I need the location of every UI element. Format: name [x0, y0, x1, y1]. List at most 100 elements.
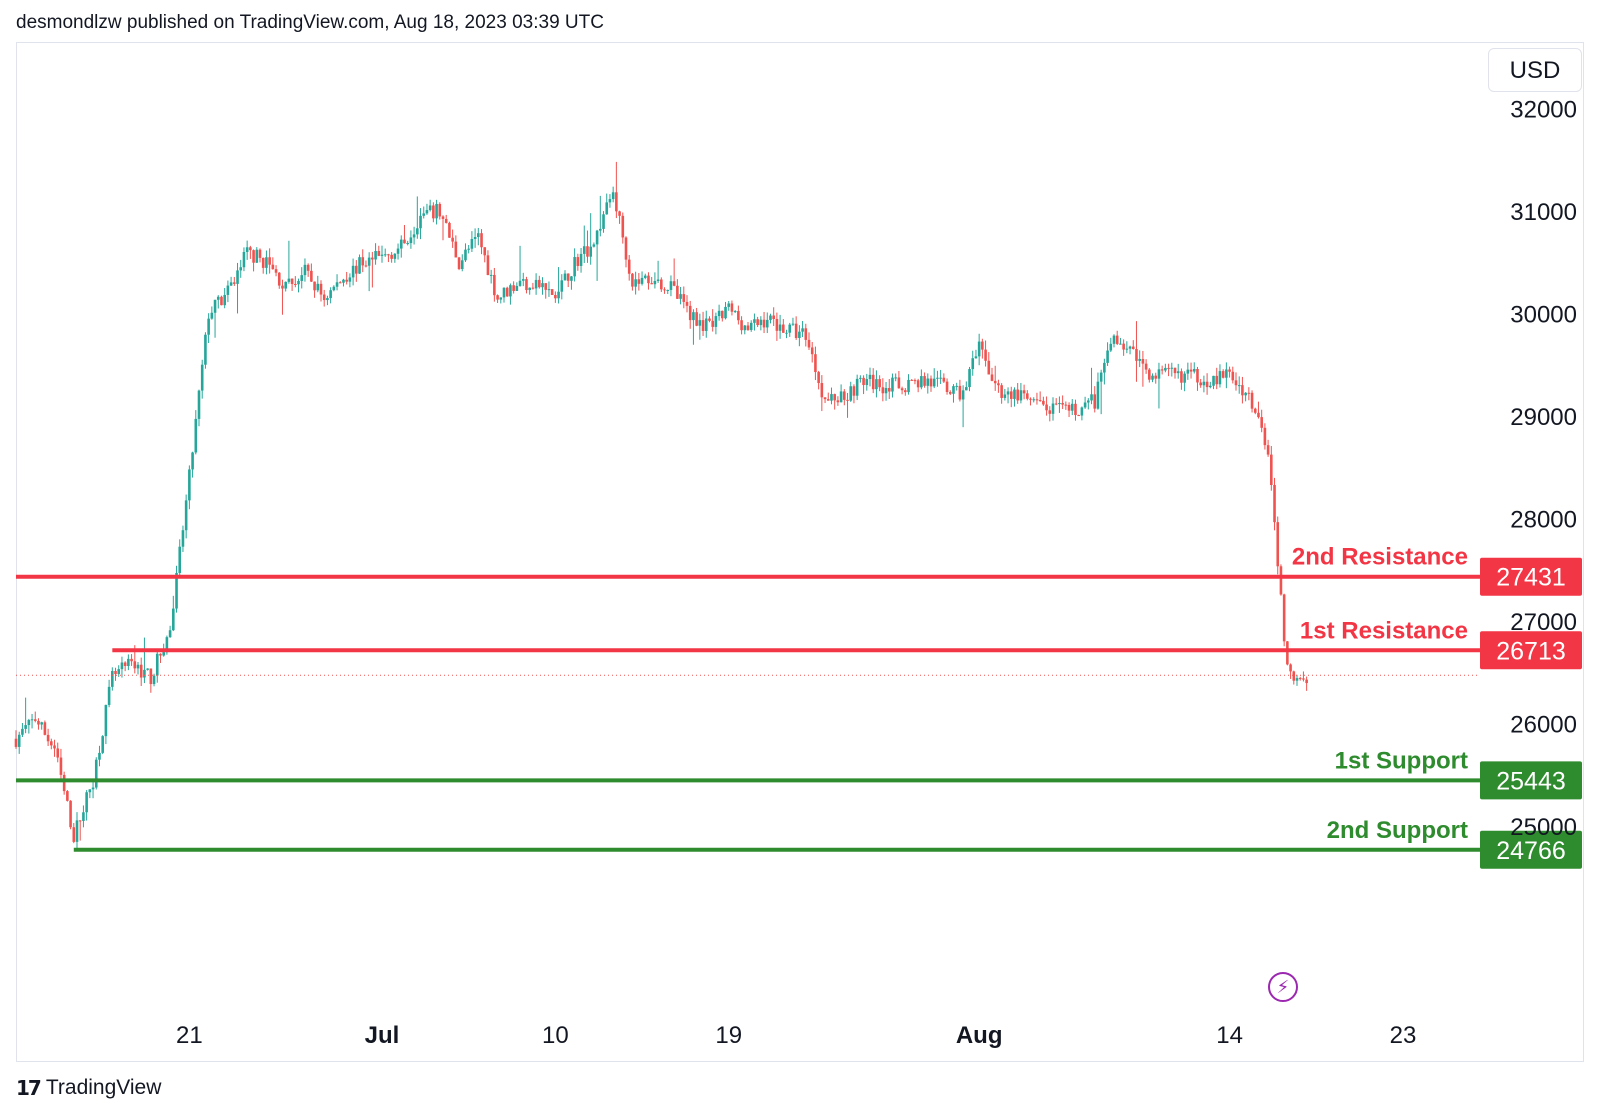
candle	[727, 301, 731, 311]
candle	[1032, 397, 1036, 403]
candle	[1157, 362, 1161, 409]
candle	[881, 378, 885, 402]
candle	[419, 208, 422, 240]
candle	[1054, 398, 1058, 406]
candle	[223, 288, 226, 309]
level-label: 2nd Resistance	[1292, 544, 1468, 571]
candle	[730, 300, 734, 316]
candle	[939, 369, 942, 385]
candle	[252, 249, 255, 272]
candle	[184, 494, 188, 539]
candle	[393, 253, 397, 263]
candle	[987, 352, 991, 375]
candle	[849, 381, 853, 402]
candle	[958, 379, 962, 402]
candles-layer	[14, 161, 1308, 851]
candle	[136, 662, 140, 675]
candle	[88, 789, 92, 799]
candle	[467, 244, 470, 254]
y-tick-label: 25000	[1510, 814, 1577, 841]
candle	[310, 263, 313, 283]
candle	[213, 299, 217, 338]
candle	[807, 332, 811, 350]
candle	[178, 539, 182, 579]
candle	[708, 316, 711, 323]
candle	[1189, 362, 1193, 379]
candle	[685, 295, 689, 313]
candle	[281, 279, 284, 315]
candle	[1042, 396, 1045, 406]
candle	[24, 697, 27, 734]
candle	[743, 325, 747, 335]
candle	[146, 668, 149, 671]
candle	[582, 225, 586, 263]
candle	[130, 654, 133, 666]
candle	[1228, 366, 1231, 378]
candle	[1209, 381, 1212, 389]
candle	[955, 382, 958, 391]
publisher-line: desmondlzw published on TradingView.com,…	[16, 12, 604, 33]
candle	[1045, 396, 1048, 416]
level-price-value: 27431	[1496, 564, 1566, 592]
candle	[862, 375, 865, 395]
candle	[920, 369, 923, 390]
candle	[887, 379, 891, 400]
candle	[1237, 376, 1241, 394]
candle	[602, 211, 605, 233]
candle	[43, 720, 47, 736]
level-price-value: 25443	[1496, 767, 1566, 795]
candle	[1141, 350, 1145, 387]
candle	[226, 280, 230, 303]
support-level-4: 2nd Support 24766	[73, 817, 1582, 869]
candle	[971, 350, 975, 376]
candle	[1263, 423, 1267, 450]
candle	[676, 279, 679, 299]
candle	[1253, 407, 1257, 415]
candle	[1115, 330, 1119, 346]
candle	[1231, 366, 1235, 384]
candle	[432, 202, 435, 223]
candle	[897, 370, 901, 389]
candle	[923, 372, 926, 388]
candle	[258, 248, 262, 263]
candle	[470, 231, 474, 253]
candle	[711, 309, 714, 332]
candle	[913, 378, 917, 385]
resistance-level-1: 2nd Resistance 27431	[16, 544, 1582, 596]
candle	[1048, 406, 1052, 422]
x-tick-label: 21	[176, 1022, 203, 1049]
candle	[101, 735, 104, 755]
bolt-icon[interactable]: ⚡	[1268, 972, 1298, 1002]
candle	[1026, 390, 1029, 401]
y-tick-label: 30000	[1510, 302, 1577, 329]
candle	[634, 271, 637, 295]
candle	[127, 654, 130, 671]
candle	[1212, 375, 1215, 390]
candle	[1199, 378, 1202, 388]
candle	[416, 196, 419, 239]
candle	[695, 307, 698, 327]
candle	[435, 199, 438, 225]
candle	[823, 397, 827, 404]
candle	[1058, 396, 1061, 413]
candle	[1131, 340, 1135, 350]
candle	[1295, 674, 1299, 686]
candle	[1067, 402, 1071, 418]
candle	[1077, 414, 1080, 417]
candle	[1176, 363, 1180, 379]
candle	[390, 252, 393, 263]
level-price-tag	[1480, 631, 1582, 670]
currency-button[interactable]: USD	[1488, 48, 1582, 92]
candle	[833, 393, 836, 410]
candle	[30, 713, 34, 729]
footer-brand[interactable]: 17 TradingView	[16, 1076, 161, 1100]
candle	[1247, 387, 1251, 401]
candle	[1003, 388, 1007, 401]
candle	[865, 373, 869, 391]
candle	[692, 309, 695, 345]
candle	[1103, 358, 1106, 385]
time-axis: 21 Jul 10 19 Aug 14 23	[176, 1022, 1416, 1049]
candle	[1205, 373, 1209, 395]
